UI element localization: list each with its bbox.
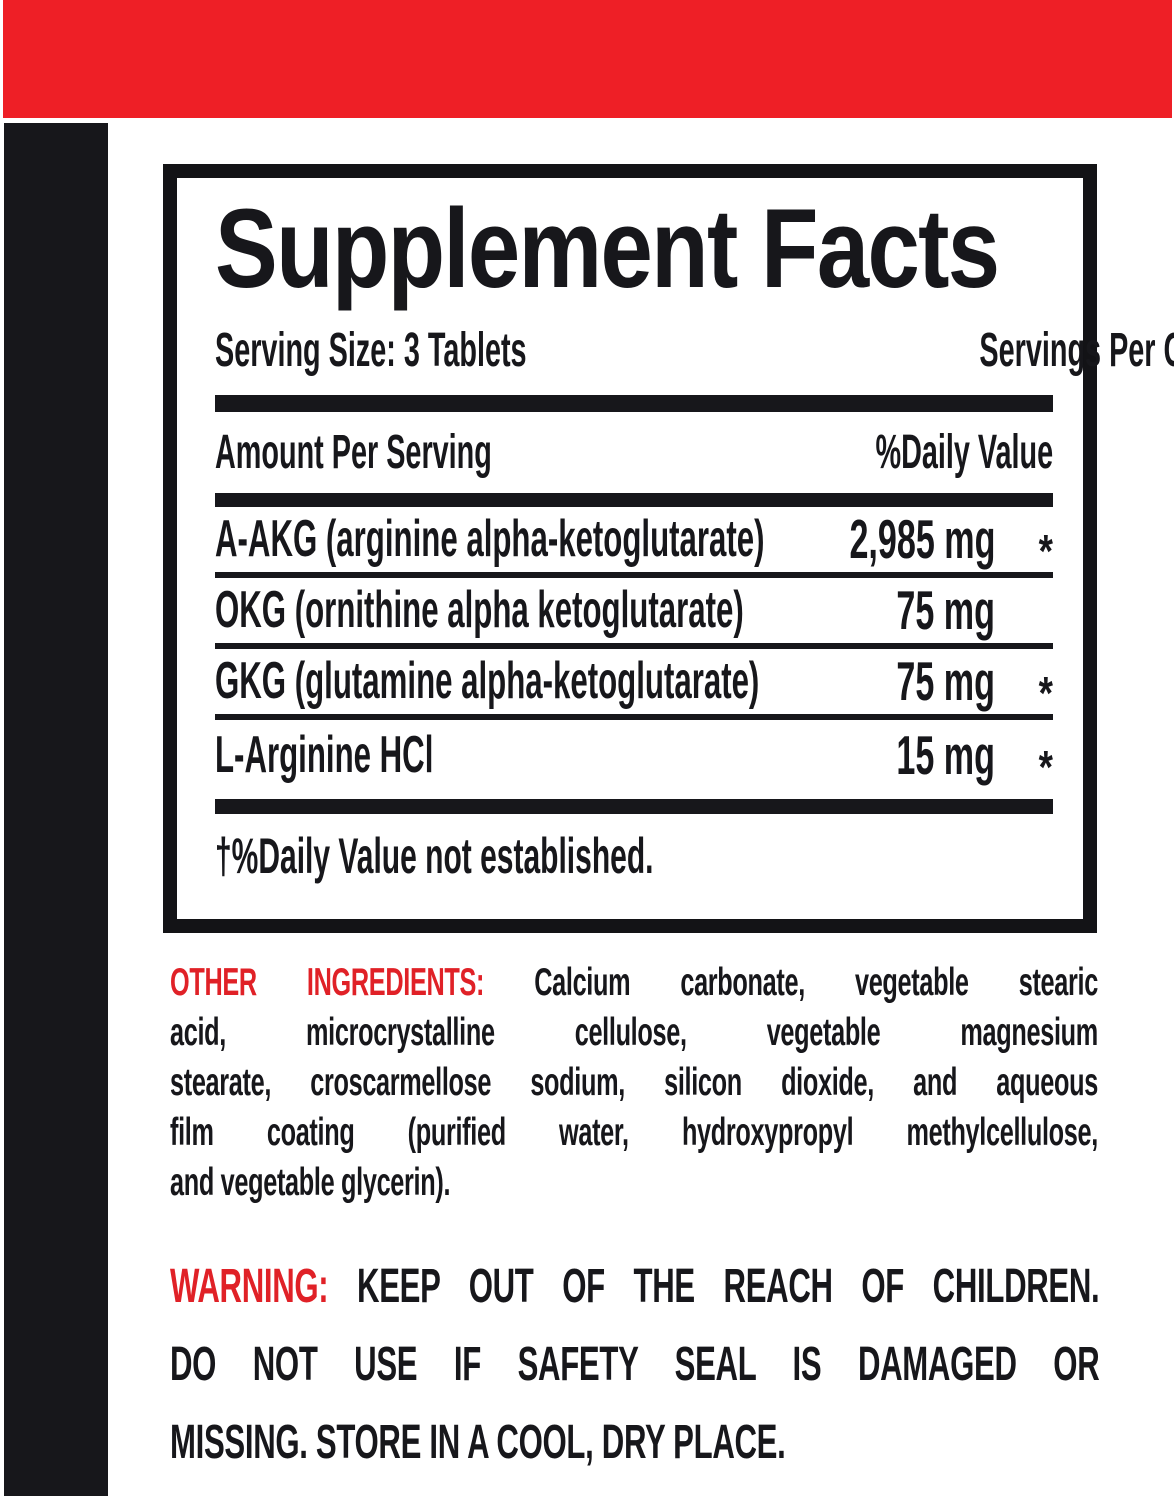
left-black-bar: [4, 123, 108, 1496]
ingredient-row: A-AKG (arginine alpha-ketoglutarate) 2,9…: [215, 507, 1053, 578]
top-red-banner: [3, 0, 1172, 118]
other-ingredients-label: OTHER INGREDIENTS:: [170, 961, 485, 1004]
warning-line: MISSING. STORE IN A COOL, DRY PLACE.: [170, 1416, 786, 1469]
warning-line: DO NOT USE IF SAFETY SEAL IS DAMAGED OR: [170, 1338, 1100, 1391]
ingredient-row: GKG (glutamine alpha-ketoglutarate) 75 m…: [215, 649, 1053, 720]
serving-size-text: Serving Size: 3 Tablets: [215, 324, 527, 377]
other-ingredients-line: film coating (purified water, hydroxypro…: [170, 1111, 1098, 1154]
other-ingredients-line: acid, microcrystalline cellulose, vegeta…: [170, 1011, 1098, 1054]
ingredient-amount: 75 mg: [745, 646, 995, 717]
ingredient-amount-text: 75 mg: [896, 579, 995, 641]
warning-line: WARNING: KEEP OUT OF THE REACH OF CHILDR…: [170, 1248, 1100, 1326]
amount-per-serving-header: Amount Per Serving: [215, 426, 492, 479]
ingredient-amount: 15 mg: [745, 720, 995, 791]
divider-thick: [215, 395, 1053, 412]
ingredient-row: OKG (ornithine alpha ketoglutarate) 75 m…: [215, 578, 1053, 649]
daily-value-header: %Daily Value: [875, 426, 1053, 479]
warning-line-text: KEEP OUT OF THE REACH OF CHILDREN.: [328, 1260, 1100, 1313]
ingredient-daily-value: [995, 602, 1053, 620]
ingredient-name: A-AKG (arginine alpha-ketoglutarate): [215, 504, 765, 575]
ingredient-name: OKG (ornithine alpha ketoglutarate): [215, 575, 745, 646]
ingredient-name: L-Arginine HCl: [215, 720, 745, 791]
ingredient-daily-value: *: [995, 646, 1053, 719]
other-ingredients-line-text: Calcium carbonate, vegetable stearic: [484, 961, 1098, 1004]
ingredient-daily-value-text: *: [1038, 667, 1053, 719]
warning-section: WARNING: KEEP OUT OF THE REACH OF CHILDR…: [170, 1248, 1100, 1482]
divider-thick: [215, 799, 1053, 814]
divider-thick: [215, 493, 1053, 507]
ingredient-daily-value: *: [995, 720, 1053, 793]
ingredient-amount-text: 75 mg: [896, 650, 995, 712]
other-ingredients-line: and vegetable glycerin).: [170, 1161, 451, 1204]
ingredient-name-text: OKG (ornithine alpha ketoglutarate): [215, 581, 744, 639]
other-ingredients-line: OTHER INGREDIENTS: Calcium carbonate, ve…: [170, 958, 1098, 1008]
panel-title-text: Supplement Facts: [215, 186, 1000, 311]
panel-title: Supplement Facts: [215, 190, 1053, 308]
servings-per-container-text: Servings Per Container: 20: [979, 324, 1174, 377]
other-ingredients-section: OTHER INGREDIENTS: Calcium carbonate, ve…: [170, 958, 1098, 1208]
ingredient-amount-text: 15 mg: [896, 724, 995, 786]
ingredient-row: L-Arginine HCl 15 mg *: [215, 720, 1053, 793]
supplement-facts-panel: Supplement Facts Serving Size: 3 Tablets…: [163, 164, 1174, 933]
daily-value-footnote: †%Daily Value not established.: [215, 828, 1053, 884]
ingredient-daily-value-text: *: [1038, 525, 1053, 577]
serving-info-row: Serving Size: 3 Tablets Servings Per Con…: [215, 322, 1174, 380]
ingredient-name-text: GKG (glutamine alpha-ketoglutarate): [215, 652, 760, 710]
warning-label: WARNING:: [170, 1260, 329, 1313]
ingredient-name-text: L-Arginine HCl: [215, 726, 434, 784]
ingredient-daily-value-text: *: [1038, 741, 1053, 793]
ingredient-name: GKG (glutamine alpha-ketoglutarate): [215, 646, 759, 717]
ingredient-amount-text: 2,985 mg: [849, 508, 995, 570]
ingredient-amount: 2,985 mg: [745, 504, 995, 575]
ingredient-name-text: A-AKG (arginine alpha-ketoglutarate): [215, 510, 765, 568]
ingredient-daily-value: *: [995, 504, 1053, 577]
daily-value-footnote-text: †%Daily Value not established.: [215, 828, 654, 884]
ingredient-amount: 75 mg: [745, 575, 995, 646]
other-ingredients-line: stearate, croscarmellose sodium, silicon…: [170, 1061, 1098, 1104]
column-header-row: Amount Per Serving %Daily Value: [215, 412, 1053, 493]
